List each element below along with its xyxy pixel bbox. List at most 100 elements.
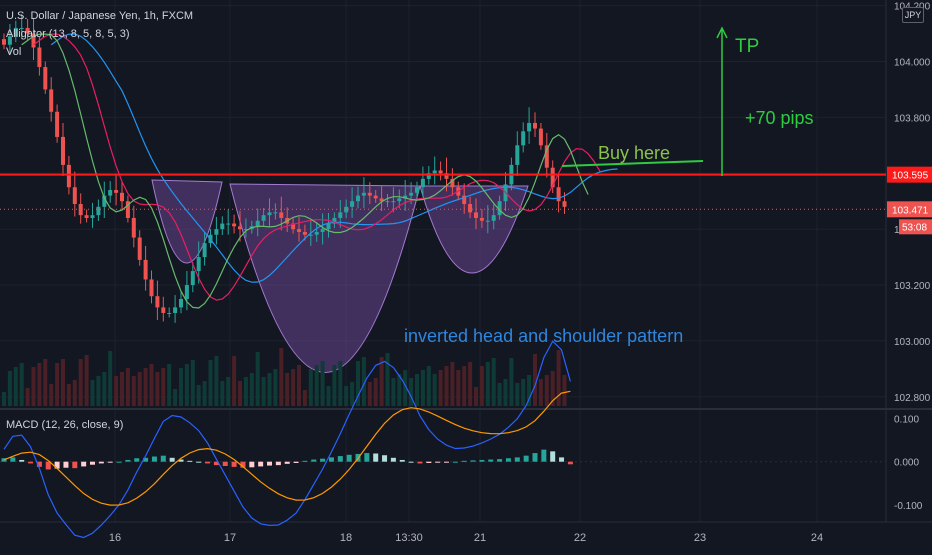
volume-bar	[55, 363, 60, 406]
volume-bar	[249, 373, 254, 406]
macd-histogram-bar	[98, 461, 104, 464]
macd-line	[3, 340, 571, 539]
volume-bar	[432, 374, 437, 406]
macd-histogram-bar	[523, 455, 529, 462]
macd-histogram-bar	[36, 461, 42, 467]
candle	[562, 201, 567, 207]
volume-bar	[344, 386, 349, 406]
macd-histogram-bar	[63, 461, 69, 468]
candle	[497, 201, 502, 216]
volume-bar	[13, 367, 18, 406]
macd-histogram-bar	[160, 455, 166, 462]
macd-histogram-bar	[541, 449, 547, 462]
volume-bar	[450, 362, 455, 406]
candle	[521, 131, 526, 146]
volume-bar	[521, 379, 526, 406]
volume-bar	[474, 387, 478, 406]
candle	[149, 279, 154, 297]
volume-bar	[143, 368, 148, 406]
volume-bar	[208, 360, 213, 406]
macd-histogram-bar	[28, 461, 34, 464]
macd-histogram-bar	[364, 453, 370, 462]
volume-bar	[503, 379, 508, 406]
macd-histogram-bar	[559, 457, 565, 462]
pips-label: +70 pips	[745, 108, 814, 128]
volume-bar	[491, 358, 496, 406]
macd-histogram-bar	[10, 457, 16, 462]
candle	[550, 167, 555, 188]
currency-button[interactable]: JPY	[902, 7, 924, 23]
volume-bar	[409, 378, 414, 406]
macd-histogram-bar	[222, 461, 228, 466]
price-tick-label: 102.800	[894, 393, 931, 404]
volume-bar	[462, 366, 467, 406]
candle	[167, 312, 172, 314]
macd-histogram-bar	[169, 457, 175, 462]
candle	[7, 36, 12, 45]
volume-bar	[332, 365, 337, 406]
tp-arrow-head	[716, 26, 728, 39]
candle	[308, 234, 313, 236]
time-tick-label: 23	[694, 532, 706, 544]
volume-bar	[108, 351, 113, 406]
volume-bar	[84, 355, 89, 406]
volume-bar	[96, 376, 101, 406]
macd-histogram-bar	[382, 455, 388, 462]
candle	[220, 223, 225, 230]
volume-bar	[72, 380, 77, 406]
left-shoulder-shape	[151, 179, 223, 264]
volume-bar	[214, 356, 219, 406]
macd-histogram-bar	[302, 460, 308, 462]
candle	[527, 122, 532, 132]
volume-bar	[544, 375, 549, 406]
candle	[356, 195, 360, 202]
volume-bar	[356, 361, 360, 406]
candle	[243, 229, 248, 231]
volume-bar	[131, 376, 136, 406]
resistance-price-tag[interactable]	[887, 166, 932, 183]
macd-tick-label: 0.100	[894, 415, 919, 426]
candle	[367, 192, 372, 196]
volume-bar	[66, 384, 71, 406]
buy-line[interactable]	[561, 160, 704, 167]
volume-bar	[179, 368, 183, 406]
candle	[108, 190, 113, 196]
macd-tick-label: -0.100	[894, 501, 923, 512]
time-tick-label: 22	[574, 532, 586, 544]
volume-bar	[19, 363, 24, 406]
volume-bar	[261, 377, 266, 406]
price-tick-label: 104.000	[894, 57, 931, 68]
volume-bar	[515, 383, 520, 406]
volume-legend[interactable]: Vol	[6, 46, 22, 58]
macd-histogram-bar	[320, 458, 326, 462]
alligator-legend[interactable]: Alligator (13, 8, 5, 8, 5, 3)	[6, 28, 130, 40]
volume-bar	[243, 377, 248, 406]
volume-bar	[137, 372, 142, 406]
candle	[137, 237, 142, 260]
macd-histogram-bar	[426, 461, 432, 463]
candle	[391, 201, 396, 203]
last-price-tag[interactable]	[887, 201, 932, 218]
volume-bar	[391, 378, 396, 406]
volume-bar	[497, 383, 502, 406]
volume-bar	[373, 378, 378, 406]
macd-histogram-bar	[497, 459, 503, 462]
macd-histogram-bar	[134, 458, 140, 462]
volume-bar	[527, 375, 532, 406]
pattern-label: inverted head and shoulder pattern	[404, 326, 683, 346]
macd-histogram-bar	[461, 460, 467, 462]
time-tick-label: 18	[340, 532, 352, 544]
macd-histogram-bar	[532, 453, 538, 462]
volume-bar	[397, 374, 402, 406]
macd-histogram-bar	[54, 461, 60, 469]
candle	[426, 173, 431, 179]
candle	[538, 128, 543, 146]
volume-bar	[479, 366, 484, 406]
macd-legend[interactable]: MACD (12, 26, close, 9)	[6, 419, 124, 431]
volume-bar	[538, 379, 543, 406]
candle	[291, 223, 296, 230]
volume-bar	[167, 364, 172, 406]
volume-bar	[562, 375, 567, 406]
